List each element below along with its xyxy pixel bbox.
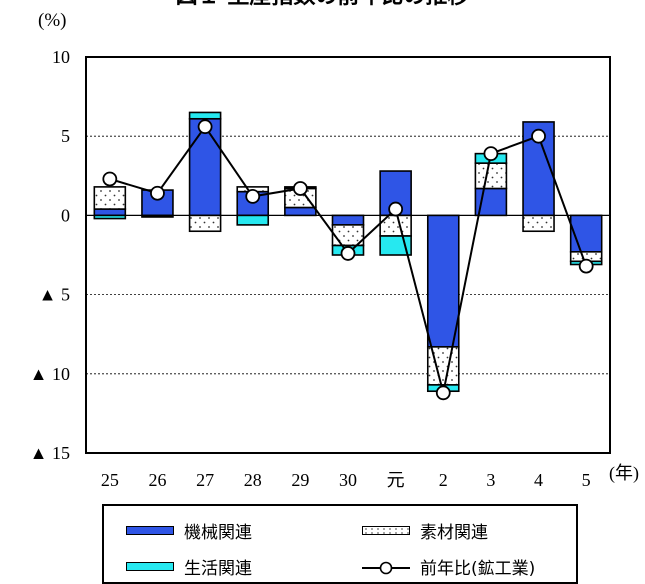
- bar-machinery: [331, 214, 365, 226]
- x-unit-label: (年): [609, 463, 639, 484]
- legend-line-marker: [362, 560, 410, 574]
- y-tick-label: ▲ 5: [39, 285, 70, 305]
- bar-machinery: [569, 214, 603, 253]
- legend-swatch-machinery: [126, 526, 174, 535]
- bar-materials: [141, 214, 174, 218]
- x-tick-label: 元: [387, 470, 405, 490]
- x-tick-label: 5: [582, 470, 591, 490]
- chart-title: 図１ 生産指数の前年比の推移: [0, 0, 645, 10]
- x-tick-label: 2: [439, 470, 448, 490]
- plot-frame: [85, 56, 611, 454]
- y-unit-label: (%): [38, 10, 67, 31]
- bar-machinery: [93, 208, 127, 217]
- line-point: [102, 171, 118, 187]
- bar-materials: [188, 214, 222, 233]
- y-tick-label: ▲ 10: [30, 364, 70, 384]
- legend: 機械関連 素材関連 生活関連 前年比(鉱工業): [102, 504, 578, 584]
- legend-label-machinery: 機械関連: [184, 523, 252, 543]
- x-tick-label: 28: [244, 470, 262, 490]
- legend-item-living: 生活関連: [126, 554, 252, 579]
- x-tick-label: 27: [196, 470, 214, 490]
- bar-machinery: [426, 214, 460, 348]
- line-point: [197, 119, 213, 135]
- bar-living: [188, 111, 222, 120]
- line-point: [435, 385, 451, 401]
- y-tick-label: 10: [52, 47, 70, 67]
- y-tick-label: 5: [61, 126, 70, 146]
- line-point: [340, 246, 356, 261]
- x-tick-label: 25: [101, 470, 119, 490]
- y-tick-label: 0: [61, 205, 70, 225]
- bar-living: [236, 214, 270, 226]
- bar-materials: [474, 162, 508, 190]
- y-tick-label: ▲ 15: [30, 443, 70, 463]
- line-point: [388, 201, 404, 217]
- bar-materials: [93, 186, 127, 210]
- legend-swatch-living: [126, 562, 174, 571]
- x-tick-label: 3: [486, 470, 495, 490]
- bar-machinery: [284, 206, 317, 217]
- legend-item-machinery: 機械関連: [126, 518, 252, 543]
- line-point: [531, 128, 546, 144]
- x-tick-label: 30: [339, 470, 357, 490]
- legend-label-materials: 素材関連: [420, 523, 488, 543]
- legend-label-living: 生活関連: [184, 559, 252, 579]
- legend-item-materials: 素材関連: [362, 518, 488, 543]
- line-point: [150, 185, 165, 201]
- bar-materials: [522, 214, 555, 233]
- line-point: [483, 146, 499, 162]
- bar-living: [93, 214, 127, 220]
- legend-label-total: 前年比(鉱工業): [420, 559, 536, 579]
- x-tick-label: 26: [148, 470, 166, 490]
- x-tick-label: 29: [291, 470, 309, 490]
- legend-item-total: 前年比(鉱工業): [362, 554, 535, 579]
- x-tick-label: 4: [534, 470, 543, 490]
- legend-swatch-materials: [362, 526, 410, 535]
- line-point: [245, 188, 261, 204]
- line-point: [292, 181, 308, 196]
- line-point: [578, 258, 594, 274]
